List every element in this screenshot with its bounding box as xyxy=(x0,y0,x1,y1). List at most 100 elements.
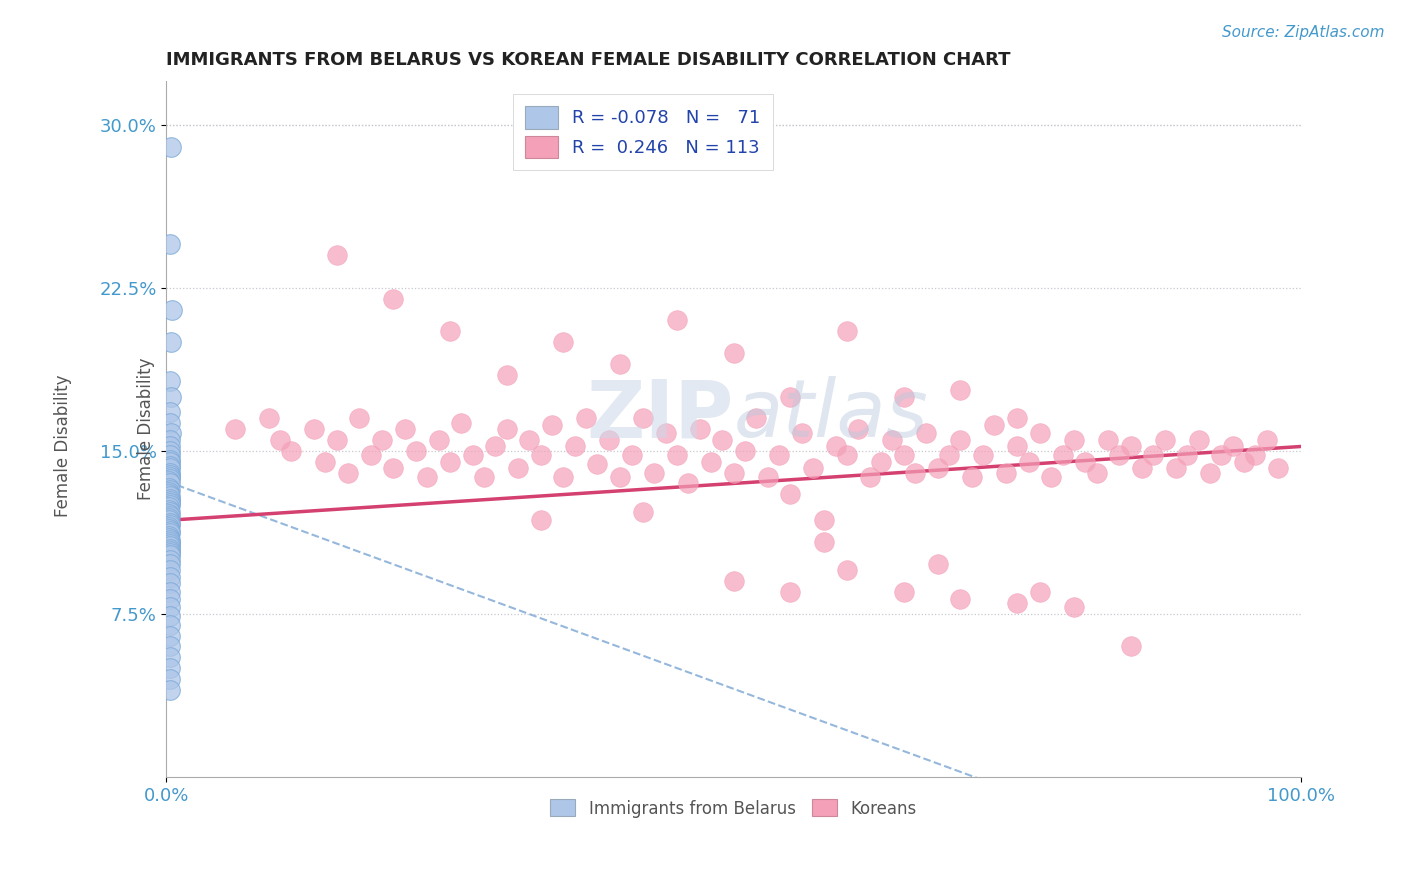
Point xyxy=(631,505,654,519)
Point xyxy=(665,313,688,327)
Point xyxy=(405,443,427,458)
Point xyxy=(472,470,495,484)
Point xyxy=(416,470,439,484)
Point xyxy=(676,476,699,491)
Point xyxy=(159,433,181,447)
Point xyxy=(257,411,280,425)
Point xyxy=(1029,585,1052,599)
Point xyxy=(159,458,181,473)
Point xyxy=(1222,440,1244,454)
Point xyxy=(159,533,181,547)
Point xyxy=(960,470,983,484)
Point xyxy=(349,411,371,425)
Point xyxy=(159,640,181,654)
Point xyxy=(159,600,181,615)
Legend: Immigrants from Belarus, Koreans: Immigrants from Belarus, Koreans xyxy=(544,793,924,824)
Point xyxy=(949,433,972,447)
Point xyxy=(314,455,336,469)
Point xyxy=(159,476,181,491)
Point xyxy=(949,591,972,606)
Point xyxy=(689,422,711,436)
Point xyxy=(1108,448,1130,462)
Point xyxy=(159,548,181,562)
Point xyxy=(160,390,183,404)
Point xyxy=(1063,600,1085,615)
Point xyxy=(427,433,450,447)
Point xyxy=(1074,455,1097,469)
Point xyxy=(586,457,609,471)
Point xyxy=(159,524,181,539)
Point xyxy=(325,248,347,262)
Point xyxy=(157,507,180,521)
Point xyxy=(1211,448,1233,462)
Point xyxy=(336,466,359,480)
Point xyxy=(159,493,181,508)
Point xyxy=(157,487,180,501)
Point xyxy=(159,509,181,524)
Point xyxy=(495,422,517,436)
Point xyxy=(159,672,181,686)
Point xyxy=(1005,411,1028,425)
Point xyxy=(1119,640,1142,654)
Point xyxy=(159,650,181,665)
Point xyxy=(325,433,347,447)
Point xyxy=(859,470,882,484)
Point xyxy=(439,455,461,469)
Point xyxy=(983,417,1005,432)
Point xyxy=(1153,433,1175,447)
Point xyxy=(723,466,745,480)
Point xyxy=(609,470,631,484)
Point xyxy=(553,335,575,350)
Point xyxy=(224,422,246,436)
Point xyxy=(779,390,801,404)
Point xyxy=(779,487,801,501)
Point xyxy=(360,448,382,462)
Point xyxy=(835,324,858,338)
Point xyxy=(972,448,994,462)
Point xyxy=(160,426,183,441)
Point xyxy=(904,466,927,480)
Point xyxy=(893,585,915,599)
Point xyxy=(620,448,643,462)
Point xyxy=(159,585,181,599)
Point xyxy=(1018,455,1040,469)
Point xyxy=(790,426,813,441)
Point xyxy=(159,682,181,697)
Text: atlas: atlas xyxy=(734,376,928,454)
Point xyxy=(994,466,1017,480)
Point xyxy=(159,467,181,482)
Point xyxy=(915,426,938,441)
Point xyxy=(159,416,181,430)
Point xyxy=(553,470,575,484)
Point xyxy=(159,448,181,462)
Point xyxy=(157,511,180,525)
Point xyxy=(160,335,183,350)
Point xyxy=(654,426,676,441)
Point xyxy=(159,629,181,643)
Point xyxy=(159,661,181,675)
Point xyxy=(157,528,180,542)
Point xyxy=(280,443,302,458)
Text: IMMIGRANTS FROM BELARUS VS KOREAN FEMALE DISABILITY CORRELATION CHART: IMMIGRANTS FROM BELARUS VS KOREAN FEMALE… xyxy=(166,51,1011,69)
Point xyxy=(269,433,291,447)
Point xyxy=(848,422,870,436)
Point xyxy=(541,417,564,432)
Point xyxy=(1040,470,1063,484)
Point xyxy=(159,609,181,624)
Point xyxy=(1005,596,1028,610)
Point xyxy=(159,472,181,486)
Point xyxy=(1085,466,1108,480)
Point xyxy=(159,505,181,519)
Point xyxy=(768,448,790,462)
Point xyxy=(779,585,801,599)
Point xyxy=(665,448,688,462)
Point xyxy=(711,433,734,447)
Point xyxy=(882,433,904,447)
Point xyxy=(157,475,180,489)
Point xyxy=(159,541,181,556)
Point xyxy=(159,563,181,577)
Point xyxy=(745,411,768,425)
Point xyxy=(160,302,183,317)
Point xyxy=(1119,440,1142,454)
Point xyxy=(159,617,181,632)
